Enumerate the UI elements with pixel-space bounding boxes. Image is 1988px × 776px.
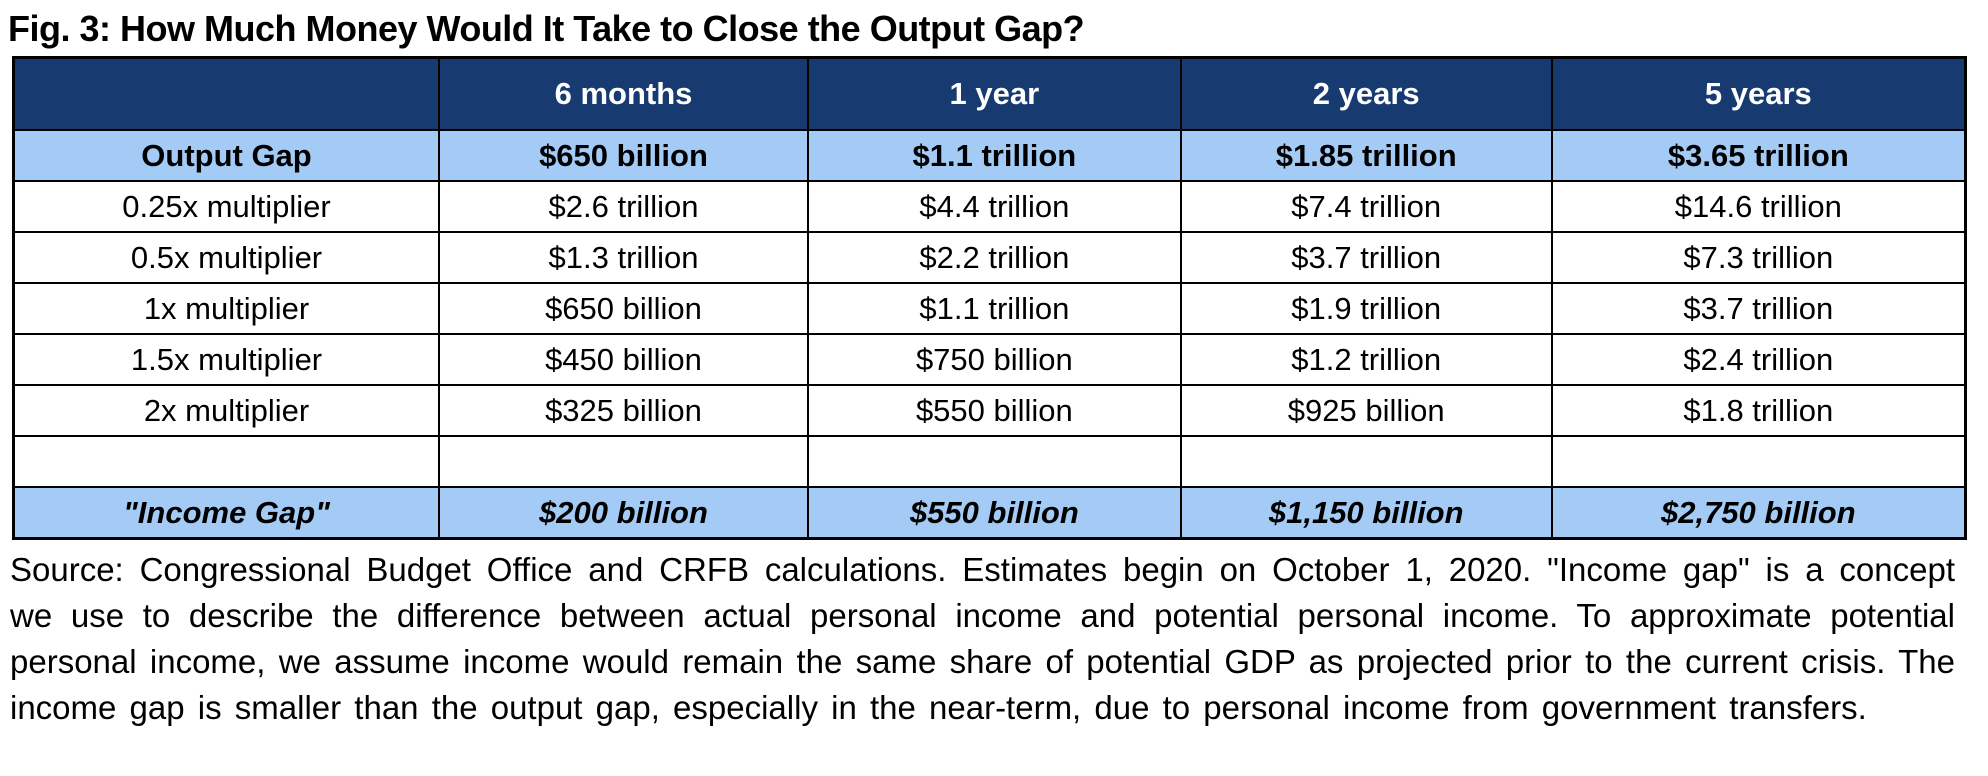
cell-15x-1y: $750 billion [806, 333, 1182, 386]
cell-output-gap-6m: $650 billion [438, 129, 809, 182]
cell-025x-5y: $14.6 trillion [1550, 180, 1967, 233]
cell-025x-6m: $2.6 trillion [438, 180, 809, 233]
table-row-15x-multiplier: 1.5x multiplier $450 billion $750 billio… [12, 333, 1967, 386]
cell-05x-2y: $3.7 trillion [1179, 231, 1553, 284]
spacer-cell [1550, 435, 1967, 488]
cell-05x-5y: $7.3 trillion [1550, 231, 1967, 284]
row-label-1x: 1x multiplier [12, 282, 441, 335]
source-note: Source: Congressional Budget Office and … [10, 551, 1955, 726]
table-row-1x-multiplier: 1x multiplier $650 billion $1.1 trillion… [12, 282, 1967, 335]
cell-15x-5y: $2.4 trillion [1550, 333, 1967, 386]
table-row-2x-multiplier: 2x multiplier $325 billion $550 billion … [12, 384, 1967, 437]
cell-1x-1y: $1.1 trillion [806, 282, 1182, 335]
cell-15x-2y: $1.2 trillion [1179, 333, 1553, 386]
cell-output-gap-1y: $1.1 trillion [806, 129, 1182, 182]
cell-income-gap-1y: $550 billion [806, 486, 1182, 540]
row-label-025x: 0.25x multiplier [12, 180, 441, 233]
cell-output-gap-2y: $1.85 trillion [1179, 129, 1553, 182]
cell-05x-6m: $1.3 trillion [438, 231, 809, 284]
header-row: 6 months 1 year 2 years 5 years [12, 56, 1967, 131]
cell-income-gap-6m: $200 billion [438, 486, 809, 540]
cell-income-gap-2y: $1,150 billion [1179, 486, 1553, 540]
row-label-2x: 2x multiplier [12, 384, 441, 437]
cell-025x-1y: $4.4 trillion [806, 180, 1182, 233]
row-label-income-gap: "Income Gap" [12, 486, 441, 540]
cell-025x-2y: $7.4 trillion [1179, 180, 1553, 233]
cell-2x-5y: $1.8 trillion [1550, 384, 1967, 437]
table-row-output-gap: Output Gap $650 billion $1.1 trillion $1… [12, 129, 1967, 182]
cell-output-gap-5y: $3.65 trillion [1550, 129, 1967, 182]
table-row-025x-multiplier: 0.25x multiplier $2.6 trillion $4.4 tril… [12, 180, 1967, 233]
table-row-income-gap: "Income Gap" $200 billion $550 billion $… [12, 486, 1967, 540]
cell-1x-2y: $1.9 trillion [1179, 282, 1553, 335]
spacer-cell [12, 435, 441, 488]
spacer-cell [806, 435, 1182, 488]
header-cell-6-months: 6 months [438, 56, 809, 131]
figure-page: Fig. 3: How Much Money Would It Take to … [0, 8, 1988, 776]
table-row-spacer [12, 435, 1967, 488]
cell-income-gap-5y: $2,750 billion [1550, 486, 1967, 540]
cell-1x-6m: $650 billion [438, 282, 809, 335]
output-gap-table: 6 months 1 year 2 years 5 years Output G… [12, 56, 1967, 540]
cell-2x-1y: $550 billion [806, 384, 1182, 437]
figure-title: Fig. 3: How Much Money Would It Take to … [8, 8, 1085, 49]
row-label-15x: 1.5x multiplier [12, 333, 441, 386]
cell-15x-6m: $450 billion [438, 333, 809, 386]
cell-2x-6m: $325 billion [438, 384, 809, 437]
spacer-cell [1179, 435, 1553, 488]
header-cell-5-years: 5 years [1550, 56, 1967, 131]
cell-1x-5y: $3.7 trillion [1550, 282, 1967, 335]
cell-05x-1y: $2.2 trillion [806, 231, 1182, 284]
header-cell-1-year: 1 year [806, 56, 1182, 131]
spacer-cell [438, 435, 809, 488]
row-label-05x: 0.5x multiplier [12, 231, 441, 284]
header-cell-2-years: 2 years [1179, 56, 1553, 131]
row-label-output-gap: Output Gap [12, 129, 441, 182]
table-row-05x-multiplier: 0.5x multiplier $1.3 trillion $2.2 trill… [12, 231, 1967, 284]
header-cell-blank [12, 56, 441, 131]
cell-2x-2y: $925 billion [1179, 384, 1553, 437]
